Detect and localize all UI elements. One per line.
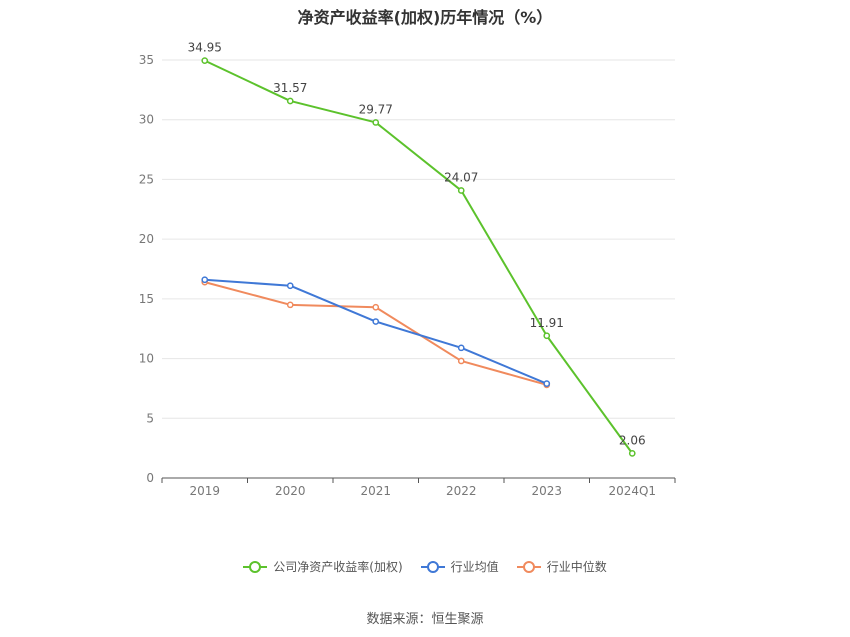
data-point[interactable]	[372, 303, 380, 311]
y-tick-label: 0	[146, 471, 154, 485]
legend-item[interactable]: 行业中位数	[516, 558, 607, 575]
x-tick-label: 2021	[360, 484, 391, 498]
data-point[interactable]	[286, 301, 294, 309]
data-point[interactable]	[543, 380, 551, 388]
data-point[interactable]	[286, 97, 294, 105]
data-point[interactable]	[201, 57, 209, 64]
legend: 公司净资产收益率(加权) 行业均值 行业中位数	[0, 558, 850, 575]
data-label: 11.91	[530, 316, 564, 330]
legend-marker	[522, 560, 535, 573]
legend-label: 行业中位数	[546, 560, 607, 574]
data-point[interactable]	[457, 344, 465, 352]
legend-line-circle-icon	[420, 560, 445, 573]
data-label: 24.07	[444, 171, 478, 185]
y-tick-label: 20	[139, 232, 154, 246]
data-point[interactable]	[628, 450, 636, 457]
y-tick-label: 10	[139, 352, 154, 366]
legend-marker	[249, 560, 262, 573]
legend-label: 行业均值	[450, 560, 499, 574]
data-point[interactable]	[372, 318, 380, 325]
data-point[interactable]	[543, 332, 551, 340]
legend-marker	[426, 560, 439, 573]
y-tick-label: 25	[139, 172, 154, 186]
legend-label: 公司净资产收益率(加权)	[273, 560, 403, 574]
data-label: 29.77	[359, 102, 393, 116]
data-point[interactable]	[457, 357, 465, 365]
legend-line-circle-icon	[243, 560, 268, 573]
legend-item[interactable]: 行业均值	[420, 558, 499, 575]
data-label: 34.95	[188, 41, 222, 55]
legend-item[interactable]: 公司净资产收益率(加权)	[243, 558, 403, 575]
data-source: 数据来源：恒生聚源	[366, 612, 484, 627]
x-tick-label: 2019	[189, 484, 220, 498]
x-tick-label: 2022	[446, 484, 477, 498]
series-line-2	[204, 281, 548, 386]
y-tick-label: 5	[146, 411, 154, 425]
data-point[interactable]	[201, 276, 209, 284]
y-tick-label: 15	[139, 292, 154, 306]
x-tick-label: 2023	[531, 484, 562, 498]
data-point[interactable]	[457, 187, 465, 194]
data-point[interactable]	[286, 282, 294, 290]
series-line-0	[204, 59, 634, 454]
x-tick-label: 2020	[275, 484, 306, 498]
data-point[interactable]	[372, 119, 380, 126]
y-tick-label: 30	[139, 113, 154, 127]
data-label: 2.06	[619, 433, 646, 447]
chart-title: 净资产收益率(加权)历年情况（%）	[297, 8, 553, 27]
data-label: 31.57	[273, 81, 307, 95]
x-tick-label: 2024Q1	[608, 484, 656, 498]
y-tick-label: 35	[139, 53, 154, 67]
legend-line-circle-icon	[516, 560, 541, 573]
